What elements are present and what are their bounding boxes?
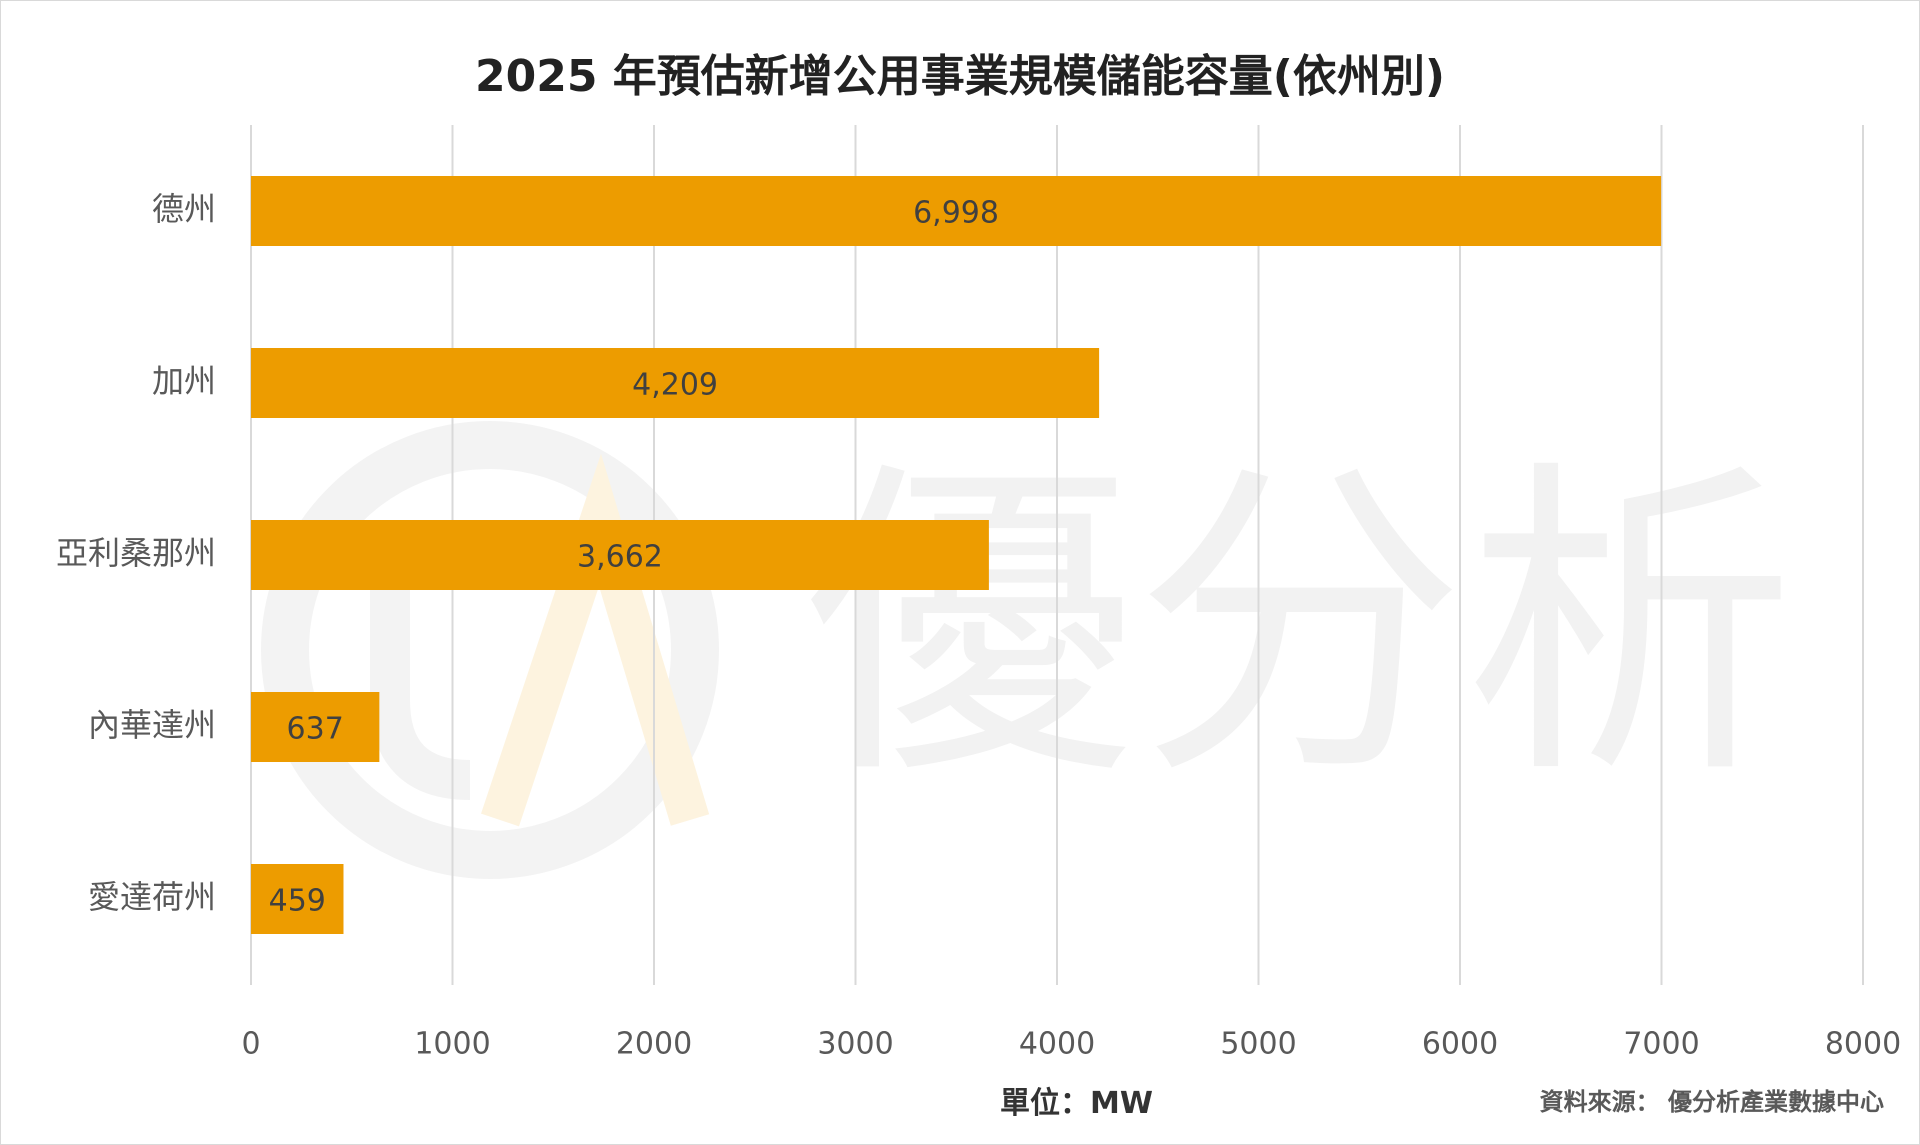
x-tick-label: 6000	[1422, 1027, 1498, 1062]
category-label: 亞利桑那州	[56, 534, 216, 572]
category-label: 德州	[152, 190, 216, 228]
x-tick-label: 7000	[1623, 1027, 1699, 1062]
x-tick-label: 5000	[1220, 1027, 1296, 1062]
bar	[251, 176, 1662, 246]
category-label: 加州	[152, 362, 216, 400]
source-label: 資料來源： 優分析產業數據中心	[1539, 1088, 1884, 1116]
data-label: 6,998	[913, 196, 999, 231]
data-label: 4,209	[632, 368, 718, 403]
x-tick-label: 1000	[414, 1027, 490, 1062]
category-label: 內華達州	[88, 706, 216, 744]
x-tick-label: 0	[241, 1027, 260, 1062]
category-label: 愛達荷州	[88, 878, 216, 916]
bar	[251, 864, 344, 934]
bar	[251, 692, 380, 762]
bar	[251, 348, 1100, 418]
unit-label: 單位：MW	[1000, 1086, 1153, 1121]
data-label: 637	[287, 712, 344, 747]
bar	[251, 520, 989, 590]
chart-title: 2025 年預估新增公用事業規模儲能容量(依州別)	[475, 51, 1445, 102]
x-tick-label: 8000	[1825, 1027, 1901, 1062]
x-tick-label: 3000	[817, 1027, 893, 1062]
x-tick-label: 4000	[1019, 1027, 1095, 1062]
data-label: 459	[269, 884, 326, 919]
data-label: 3,662	[577, 540, 663, 575]
x-tick-label: 2000	[616, 1027, 692, 1062]
